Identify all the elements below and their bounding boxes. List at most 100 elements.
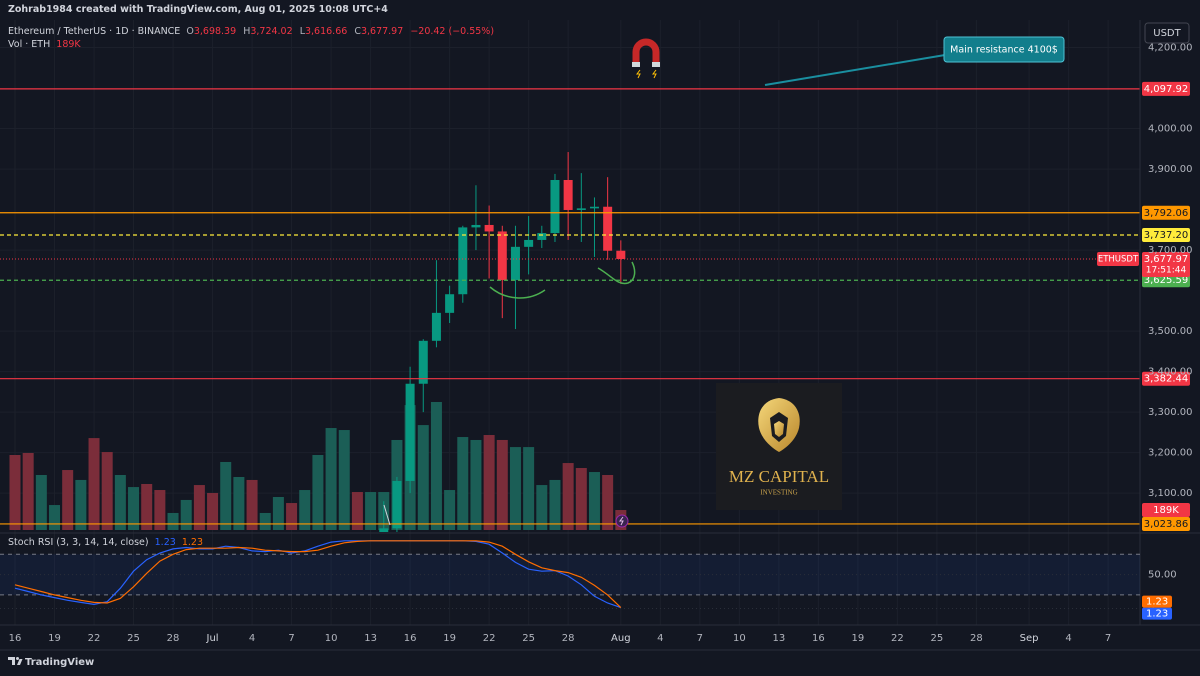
- volume-bar: [9, 454, 21, 530]
- volume-bar: [562, 463, 574, 530]
- y-tick-label: 3,300.00: [1148, 407, 1193, 418]
- level-label: 3,792.06: [1144, 208, 1189, 219]
- logo-subtitle: INVESTING: [760, 489, 797, 497]
- price-label: 3,677.97: [1144, 254, 1189, 265]
- stoch-d-value: 1.23: [181, 537, 203, 548]
- volume-bar: [417, 425, 429, 530]
- candle-body: [589, 206, 599, 209]
- volume-bar: [312, 454, 324, 530]
- logo-title: MZ CAPITAL: [729, 467, 829, 486]
- volume-bar: [35, 474, 47, 530]
- stoch-tick-label: 50.00: [1148, 570, 1177, 581]
- callout-text: Main resistance 4100$: [950, 45, 1058, 56]
- volume-bar: [509, 447, 521, 530]
- volume-bar: [325, 428, 337, 530]
- volume-bar: [588, 472, 600, 530]
- candle-body: [431, 312, 441, 341]
- candle-body: [445, 294, 455, 313]
- footer-text: TradingView: [25, 657, 94, 668]
- candle-body: [550, 180, 560, 234]
- level-label: 3,625.59: [1144, 275, 1189, 286]
- x-tick-label: 25: [127, 633, 140, 644]
- ohlc-key: L: [299, 26, 305, 37]
- volume-value: 189K: [56, 39, 81, 50]
- x-tick-label: 28: [167, 633, 180, 644]
- volume-bar: [286, 503, 298, 530]
- y-tick-label: 3,100.00: [1148, 488, 1193, 499]
- volume-bar: [536, 485, 548, 530]
- ohlc-key: O: [186, 26, 194, 37]
- stoch-title: Stoch RSI (3, 3, 14, 14, close): [8, 537, 149, 548]
- event-icon: [619, 516, 624, 526]
- footer-logo: TradingView: [8, 657, 94, 668]
- candle-body: [537, 233, 547, 240]
- x-tick-label: 25: [931, 633, 944, 644]
- currency-button[interactable]: [1144, 22, 1190, 44]
- callout-box: [943, 36, 1065, 63]
- volume-bar: [444, 490, 456, 530]
- y-tick-label: 4,200.00: [1148, 43, 1193, 54]
- y-tick-label: 3,500.00: [1148, 326, 1193, 337]
- ohlc-value: 3,724.02: [250, 26, 293, 37]
- ohlc-key: C: [354, 26, 361, 37]
- currency[interactable]: USDT: [1153, 28, 1181, 39]
- x-tick-label: 19: [48, 633, 61, 644]
- level-tag: [1142, 81, 1190, 96]
- volume-bar: [430, 402, 442, 530]
- y-tick-label: 3,400.00: [1148, 367, 1193, 378]
- y-tick-label: 3,200.00: [1148, 448, 1193, 459]
- ohlc-key: H: [243, 26, 251, 37]
- ohlc-value: 3,677.97: [360, 26, 404, 37]
- symbol-tag: [1097, 251, 1139, 266]
- level-tag: [1142, 516, 1190, 531]
- x-tick-label: 19: [852, 633, 865, 644]
- volume-bar: [351, 492, 363, 530]
- y-tick-label: 3,700.00: [1148, 245, 1193, 256]
- candle-body: [379, 528, 389, 532]
- volume-bar: [523, 447, 535, 530]
- axes: 16 19 22 25 28 Jul 4 7 10 13 16 19 22 25 28 Aug 4 7 10 13 16…: [9, 43, 1193, 644]
- x-tick-label: 28: [562, 633, 575, 644]
- volume-bar: [259, 512, 271, 530]
- volume-bar: [88, 438, 100, 530]
- volume-label: 189K: [1153, 505, 1179, 516]
- x-tick-label: Jul: [206, 633, 219, 644]
- magnet-icon: [632, 38, 660, 79]
- volume-bar: [602, 474, 614, 530]
- volume-bar: [128, 487, 140, 530]
- level-tag: [1142, 371, 1190, 386]
- x-tick-label: 7: [288, 633, 294, 644]
- volume-bar: [483, 435, 495, 530]
- drawing: [597, 261, 636, 285]
- candle-body: [524, 239, 534, 247]
- x-tick-label: 4: [657, 633, 663, 644]
- stoch-line: [14, 540, 621, 609]
- change: −20.42 (−0.55%): [410, 26, 495, 37]
- volume-bar: [365, 492, 377, 530]
- x-tick-label: 13: [772, 633, 785, 644]
- x-tick-label: 22: [88, 633, 101, 644]
- x-tick-label: 19: [443, 633, 456, 644]
- volume-bar: [141, 483, 153, 530]
- x-tick-label: 16: [812, 633, 825, 644]
- volume-bar: [154, 490, 166, 530]
- level-tag: [1142, 205, 1190, 220]
- candle-body: [603, 206, 613, 251]
- volume-bar: [207, 492, 219, 530]
- levels: 4,097.92 3,792.06 3,737.20 3,625.59 3,382.44…: [0, 81, 1190, 531]
- stoch-line: [14, 540, 622, 609]
- volume-bar: [193, 485, 205, 530]
- candle-body: [510, 246, 520, 281]
- candle-body: [418, 340, 428, 384]
- volume-bar: [272, 496, 284, 530]
- x-tick-label: 4: [1065, 633, 1071, 644]
- x-tick-label: Sep: [1020, 633, 1039, 644]
- stoch-k-value: 1.23: [154, 537, 176, 548]
- x-tick-label: 4: [249, 633, 255, 644]
- stoch-pane: 50.0001.231.23: [0, 540, 1177, 620]
- volume-bar: [299, 490, 311, 530]
- volume-bar: [180, 499, 192, 530]
- y-tick-label: 4,000.00: [1148, 124, 1193, 135]
